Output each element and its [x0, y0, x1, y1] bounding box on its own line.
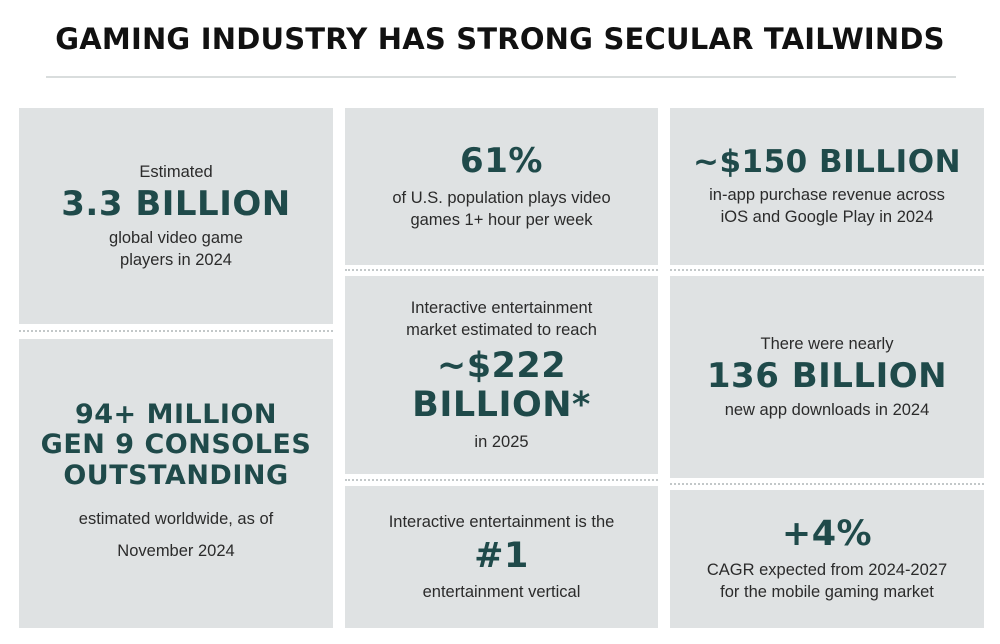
downloads-pre-text: There were nearly	[760, 334, 894, 353]
consoles-stat-line1: 94+ MILLION	[74, 399, 277, 431]
consoles-desc-line2: November 2024	[117, 541, 235, 560]
divider-col1	[19, 330, 333, 332]
tile-downloads: There were nearly 136 BILLION new app do…	[670, 276, 984, 478]
page-title: GAMING INDUSTRY HAS STRONG SECULAR TAILW…	[55, 22, 945, 56]
tile-market: Interactive entertainment market estimat…	[345, 276, 658, 474]
divider-col3-b	[670, 483, 984, 485]
divider-col2-b	[345, 479, 658, 481]
in-app-stat: ~$150 BILLION	[692, 144, 962, 181]
players-pre-text: Estimated	[139, 162, 213, 181]
market-stat-line2: BILLION*	[412, 385, 591, 425]
tile-consoles: 94+ MILLION GEN 9 CONSOLES OUTSTANDING e…	[19, 339, 333, 628]
title-divider	[46, 76, 956, 78]
tile-cagr: +4% CAGR expected from 2024-2027 for the…	[670, 490, 984, 628]
vertical-pre-text: Interactive entertainment is the	[388, 513, 615, 532]
cagr-desc-line2: for the mobile gaming market	[720, 582, 934, 601]
players-desc-line2: players in 2024	[120, 251, 232, 270]
consoles-stat-line2: GEN 9 CONSOLES	[40, 429, 312, 461]
market-desc: in 2025	[474, 433, 529, 452]
downloads-desc: new app downloads in 2024	[724, 401, 930, 420]
tile-vertical: Interactive entertainment is the #1 ente…	[345, 486, 658, 628]
divider-col2-a	[345, 269, 658, 271]
players-stat: 3.3 BILLION	[61, 183, 291, 224]
us-population-desc-line1: of U.S. population plays video	[392, 188, 611, 207]
market-stat-line1: ~$222	[436, 345, 567, 386]
consoles-desc-line1: estimated worldwide, as of	[78, 509, 274, 528]
in-app-desc-line2: iOS and Google Play in 2024	[720, 207, 934, 226]
in-app-desc-line1: in-app purchase revenue across	[709, 185, 945, 204]
us-population-stat: 61%	[460, 141, 543, 182]
tile-in-app: ~$150 BILLION in-app purchase revenue ac…	[670, 108, 984, 265]
consoles-stat-line3: OUTSTANDING	[63, 459, 289, 491]
cagr-stat: +4%	[781, 514, 873, 555]
us-population-desc-line2: games 1+ hour per week	[410, 210, 593, 229]
market-pre-line1: Interactive entertainment	[410, 298, 593, 317]
players-desc-line1: global video game	[109, 229, 243, 248]
vertical-stat: #1	[474, 536, 529, 577]
vertical-desc: entertainment vertical	[422, 582, 581, 601]
divider-col3-a	[670, 269, 984, 271]
tile-us-population: 61% of U.S. population plays video games…	[345, 108, 658, 265]
tile-players: Estimated 3.3 BILLION global video game …	[19, 108, 333, 324]
downloads-stat: 136 BILLION	[706, 355, 948, 396]
cagr-desc-line1: CAGR expected from 2024-2027	[706, 560, 948, 579]
market-pre-line2: market estimated to reach	[406, 320, 597, 339]
